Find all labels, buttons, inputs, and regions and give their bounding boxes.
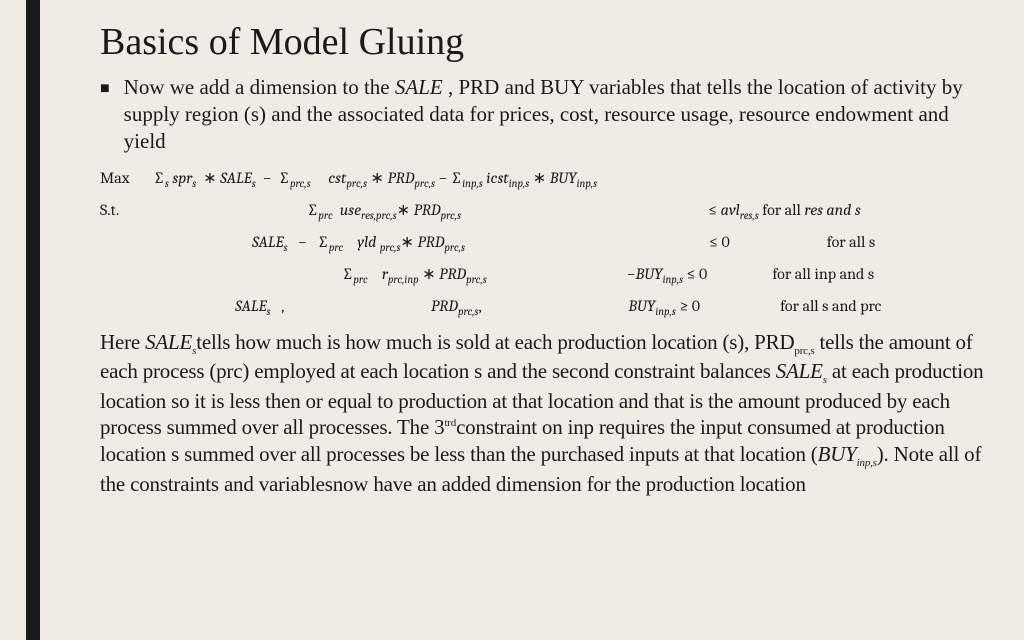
constraint-3: ∑prc rprc,inp ∗ PRDprc,s −BUYinp,s ≤ 0 f… bbox=[100, 259, 990, 291]
sigma: ∑ bbox=[307, 201, 318, 219]
sub: inp,s bbox=[655, 305, 676, 318]
math-block: Max ∑s sprs ∗ SALEs − ∑prc,s cstprc,s ∗ … bbox=[100, 163, 990, 323]
var: avl bbox=[721, 201, 740, 219]
txt: for all bbox=[762, 201, 804, 219]
sub: res,s bbox=[740, 209, 759, 222]
var: PRD bbox=[387, 169, 414, 187]
sub: inp,s bbox=[663, 273, 684, 286]
rel: ≤ 0 bbox=[709, 233, 730, 251]
txt: for all s bbox=[827, 233, 875, 251]
sub: prc,s bbox=[441, 209, 462, 222]
sub: s bbox=[284, 241, 288, 254]
constraint-2: SALEs − ∑prc yld prc,s∗ PRDprc,s ≤ 0 for… bbox=[100, 227, 990, 259]
constraint-1: S.t. ∑prc useres,prc,s∗ PRDprc,s ≤ avlre… bbox=[100, 195, 990, 227]
txt: res and s bbox=[804, 201, 860, 219]
sub: prc bbox=[318, 209, 332, 222]
sub: inp,s bbox=[509, 177, 530, 190]
rel: ≤ bbox=[708, 201, 720, 219]
objective-row: Max ∑s sprs ∗ SALEs − ∑prc,s cstprc,s ∗ … bbox=[100, 163, 990, 195]
var: PRD bbox=[414, 201, 441, 219]
sub: res,prc,s bbox=[361, 209, 397, 222]
var: BUY bbox=[628, 297, 655, 315]
sub: prc,inp bbox=[388, 273, 419, 286]
constraint-4: SALEs , PRDprc,s, BUYinp,s ≥ 0 for all s… bbox=[100, 291, 990, 323]
sub: prc,s bbox=[290, 177, 311, 190]
max-label: Max bbox=[100, 163, 150, 193]
var: SALE bbox=[252, 233, 283, 251]
sub: prc bbox=[353, 273, 367, 286]
var: SALE bbox=[235, 297, 266, 315]
sub: prc,s bbox=[444, 241, 465, 254]
sub: prc,s bbox=[380, 241, 401, 254]
var: PRD bbox=[417, 233, 444, 251]
st-label: S.t. bbox=[100, 195, 150, 225]
bullet-1: ■ Now we add a dimension to the SALE , P… bbox=[100, 74, 990, 155]
var-sale: SALE bbox=[395, 75, 443, 99]
var: BUY bbox=[550, 169, 577, 187]
sub: s bbox=[252, 177, 256, 190]
sigma: ∑ bbox=[451, 169, 462, 187]
txt: for all inp and s bbox=[772, 265, 874, 283]
var: spr bbox=[172, 169, 192, 187]
slide-title: Basics of Model Gluing bbox=[100, 20, 990, 64]
sub: inp,s bbox=[462, 177, 483, 190]
sub: s bbox=[165, 177, 169, 190]
sigma: ∑ bbox=[279, 169, 290, 187]
sub: prc,s bbox=[794, 345, 814, 357]
var: yld bbox=[357, 233, 376, 251]
var: PRD bbox=[439, 265, 466, 283]
var: SALE bbox=[776, 359, 823, 383]
sub: prc,s bbox=[346, 177, 367, 190]
var: BUY bbox=[818, 442, 857, 466]
sub: inp,s bbox=[857, 457, 877, 469]
bullet-text: Now we add a dimension to the SALE , PRD… bbox=[124, 74, 990, 155]
txt: Now we add a dimension to the bbox=[124, 75, 395, 99]
bullet-marker: ■ bbox=[100, 79, 110, 99]
sub: inp,s bbox=[577, 177, 598, 190]
rel: ≥ 0 bbox=[679, 297, 700, 315]
sub: prc bbox=[329, 241, 343, 254]
explanation-paragraph: Here SALEstells how much is how much is … bbox=[100, 329, 990, 497]
sigma: ∑ bbox=[154, 169, 165, 187]
slide-content: Basics of Model Gluing ■ Now we add a di… bbox=[100, 20, 990, 497]
var: BUY bbox=[636, 265, 663, 283]
sub: prc,s bbox=[458, 305, 479, 318]
var: PRD bbox=[431, 297, 458, 315]
var: icst bbox=[486, 169, 508, 187]
sub: prc,s bbox=[414, 177, 435, 190]
sigma: ∑ bbox=[342, 265, 353, 283]
txt: Here bbox=[100, 330, 145, 354]
sigma: ∑ bbox=[318, 233, 329, 251]
rel: ≤ 0 bbox=[687, 265, 708, 283]
var: SALE bbox=[145, 330, 192, 354]
var: use bbox=[340, 201, 361, 219]
txt: for all s and prc bbox=[780, 297, 881, 315]
var: SALE bbox=[220, 169, 251, 187]
txt: tells how much is how much is sold at ea… bbox=[196, 330, 794, 354]
sub: s bbox=[192, 177, 196, 190]
accent-bar bbox=[26, 0, 40, 640]
sub: prc,s bbox=[466, 273, 487, 286]
sub: s bbox=[267, 305, 271, 318]
sup: trd bbox=[444, 417, 456, 429]
var: cst bbox=[328, 169, 346, 187]
